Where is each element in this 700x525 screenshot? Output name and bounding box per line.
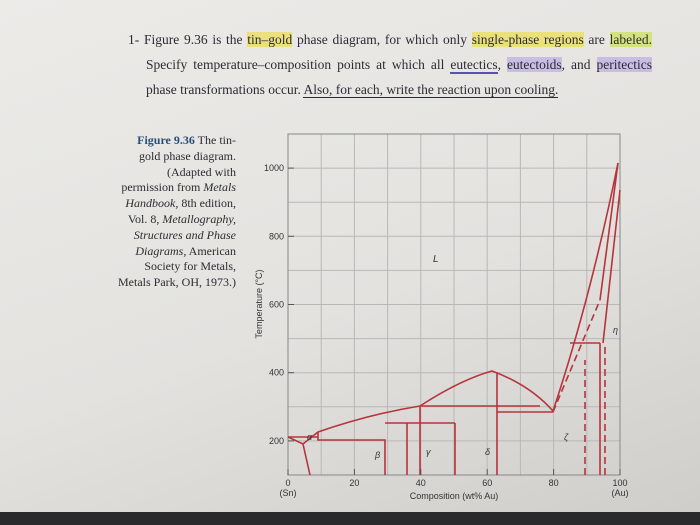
text: Figure 9.36 is the — [143, 32, 248, 47]
highlight: labeled. — [609, 32, 652, 47]
text: are — [583, 32, 610, 47]
y-tick-label: 600 — [269, 300, 284, 310]
text: The tin-gold phase diagram. (Adapted wit… — [121, 133, 236, 195]
grid — [288, 134, 620, 475]
phase-boundaries — [287, 162, 621, 476]
highlight: eutectoids — [506, 57, 562, 72]
highlight: tin–gold — [247, 32, 293, 47]
region-label: β — [374, 450, 380, 460]
region-label: ζ — [564, 432, 569, 442]
y-tick-label: 200 — [269, 436, 284, 446]
region-label: L — [433, 254, 439, 265]
x-axis-label: Composition (wt% Au) — [410, 491, 499, 501]
axis-labels: Temperature (°C) Composition (wt% Au) L … — [254, 163, 629, 501]
screen-edge — [0, 512, 700, 525]
text: phase transformations occur. — [146, 82, 304, 97]
text: 8th edition, Vol. 8, — [127, 196, 236, 226]
x-tick-label: 100 — [612, 478, 627, 488]
highlight: single-phase regions — [471, 32, 584, 47]
caption-label: Figure 9.36 — [137, 133, 195, 147]
x-tick-label: 80 — [549, 478, 559, 488]
text: Metals Handbook, — [125, 180, 236, 211]
x-tick-label: 0 — [285, 478, 290, 488]
text: , and — [561, 57, 597, 72]
phase-lines — [570, 162, 621, 475]
region-label: η — [613, 325, 618, 335]
region-label: γ — [426, 447, 431, 457]
y-tick-label: 400 — [269, 368, 284, 378]
region-label: α — [307, 432, 313, 442]
text: phase diagram, for which only — [292, 32, 472, 47]
text: Specify temperature–composition points a… — [146, 57, 451, 72]
liquidus — [287, 162, 619, 445]
underline: eutectics — [450, 57, 498, 74]
highlight: peritectics — [596, 57, 652, 72]
x-tick-label: 20 — [349, 478, 359, 488]
x-tick-note: (Sn) — [279, 488, 296, 498]
question-number: 1- — [128, 32, 140, 47]
underline: Also, for each, write the reaction upon … — [303, 82, 559, 98]
text: Metallography, Structures and Phase Diag… — [133, 211, 236, 258]
region-label: δ — [485, 447, 491, 457]
y-axis-label: Temperature (°C) — [254, 269, 264, 338]
text: American Society for Metals, Metals Park… — [118, 243, 236, 290]
dashed-boundary — [552, 299, 606, 475]
question: 1- Figure 9.36 is the tin–gold phase dia… — [128, 27, 652, 102]
text: , — [497, 57, 507, 72]
x-tick-label: 40 — [416, 478, 426, 488]
y-tick-label: 1000 — [264, 163, 284, 173]
caption: Figure 9.36 The tin-gold phase diagram. … — [118, 133, 236, 291]
x-tick-label: 60 — [482, 478, 492, 488]
y-tick-label: 800 — [269, 231, 284, 241]
phase-lines — [288, 372, 553, 476]
x-tick-note: (Au) — [611, 488, 628, 498]
